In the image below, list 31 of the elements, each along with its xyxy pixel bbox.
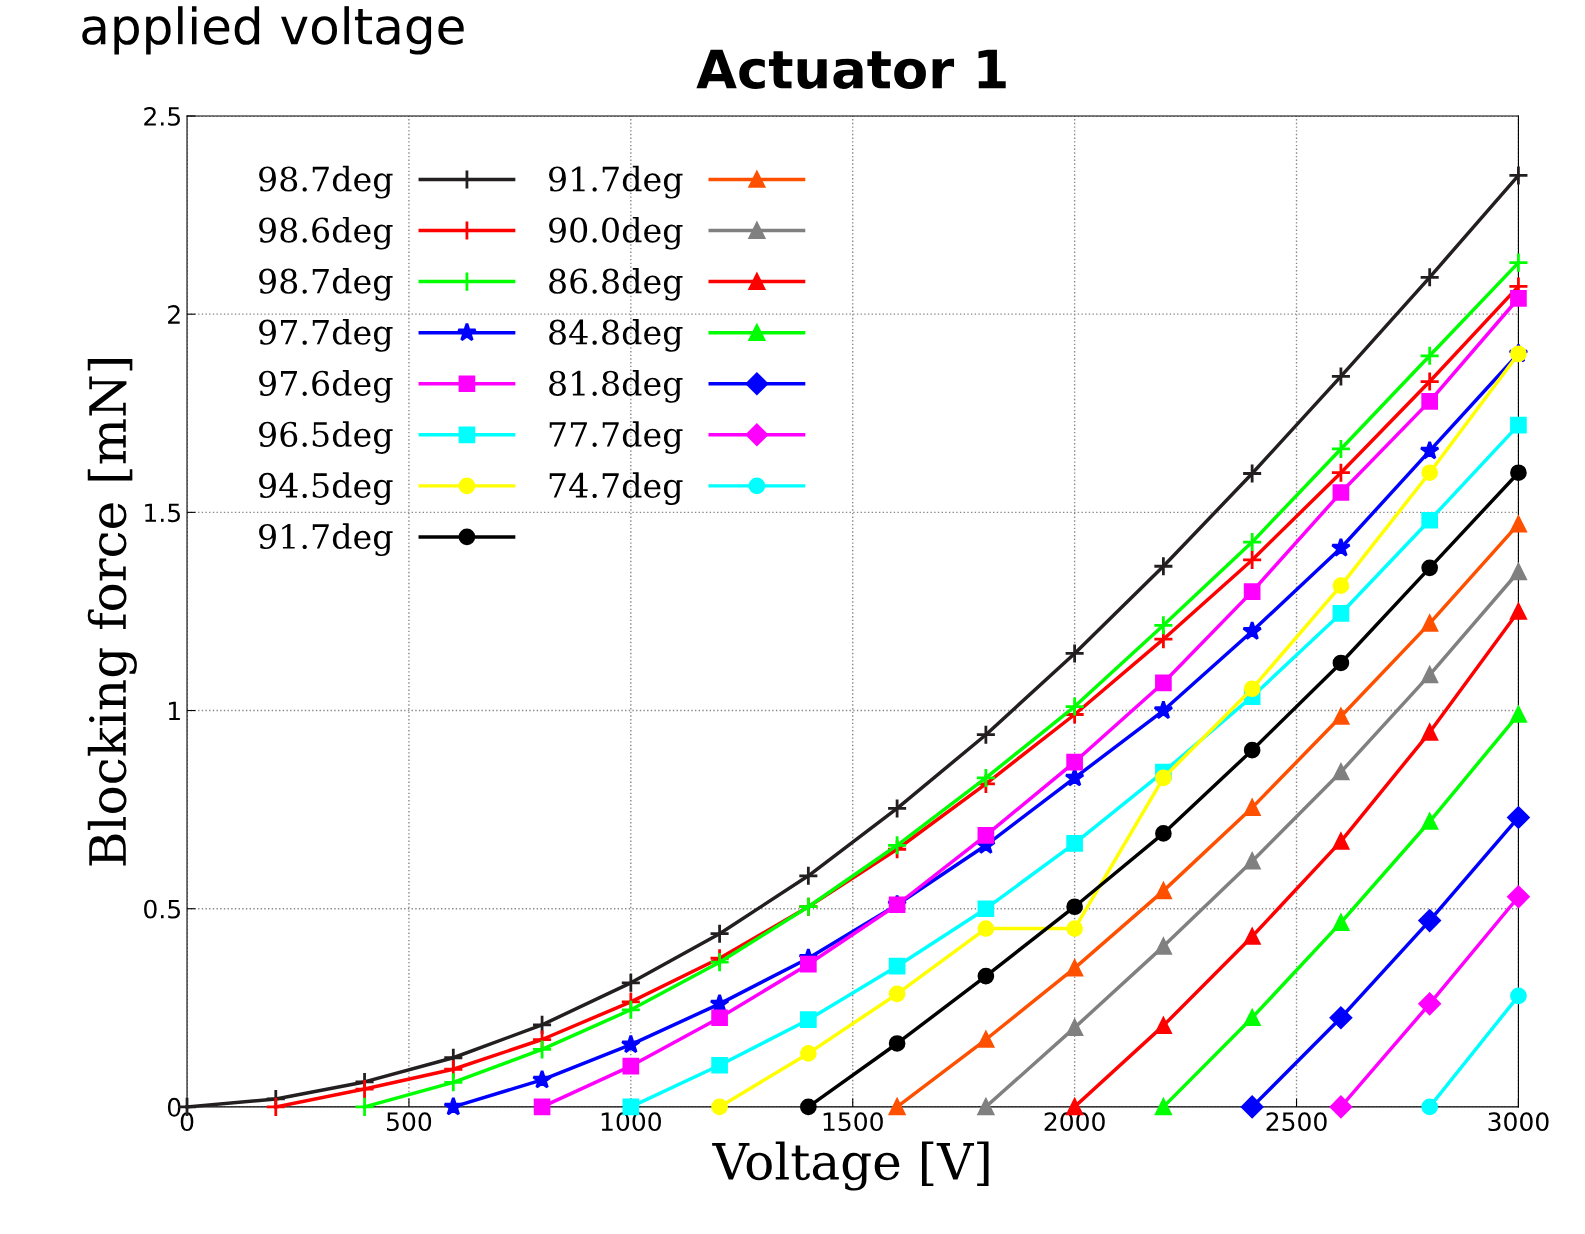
legend-label: 98.7deg <box>259 165 393 199</box>
legend-label: 97.6deg <box>259 370 393 403</box>
x-tick-label: 500 <box>387 1112 432 1132</box>
x-tick-label: 2500 <box>1266 1112 1327 1132</box>
legend-label: 74.7deg <box>549 472 683 505</box>
y-tick-label: 2 <box>168 305 180 324</box>
legend-label: 97.7deg <box>259 319 393 352</box>
y-tick-label: 0 <box>167 1097 181 1117</box>
x-axis-title: Voltage [V] <box>712 1141 989 1191</box>
legend-label: 91.7deg <box>259 523 393 557</box>
x-tick-label: 3000 <box>1488 1112 1549 1132</box>
y-axis-title: Blocking force [mN] <box>87 359 137 866</box>
legend-label: 81.8deg <box>549 370 683 403</box>
legend-label: 94.5deg <box>259 472 393 505</box>
legend-label: 98.7deg <box>259 267 393 301</box>
y-tick-label: 0.5 <box>144 899 180 919</box>
chart-title: Actuator 1 <box>696 49 1006 89</box>
x-tick-label: 1500 <box>823 1112 883 1132</box>
x-tick-label: 2000 <box>1044 1112 1105 1132</box>
x-tick-label: 1000 <box>601 1112 661 1132</box>
legend-label: 91.7deg <box>549 165 683 199</box>
text: applied voltage <box>82 6 464 55</box>
legend-label: 86.8deg <box>549 267 683 301</box>
legend-label: 96.5deg <box>259 421 393 454</box>
legend-label: 84.8deg <box>549 319 683 352</box>
y-tick-label: 2.5 <box>144 106 180 126</box>
y-tick-label: 1 <box>169 701 180 721</box>
legend-label: 77.7deg <box>549 421 683 454</box>
y-tick-label: 1.5 <box>145 503 180 523</box>
legend-label: 98.6deg <box>259 216 393 250</box>
legend-label: 90.0deg <box>549 216 683 250</box>
